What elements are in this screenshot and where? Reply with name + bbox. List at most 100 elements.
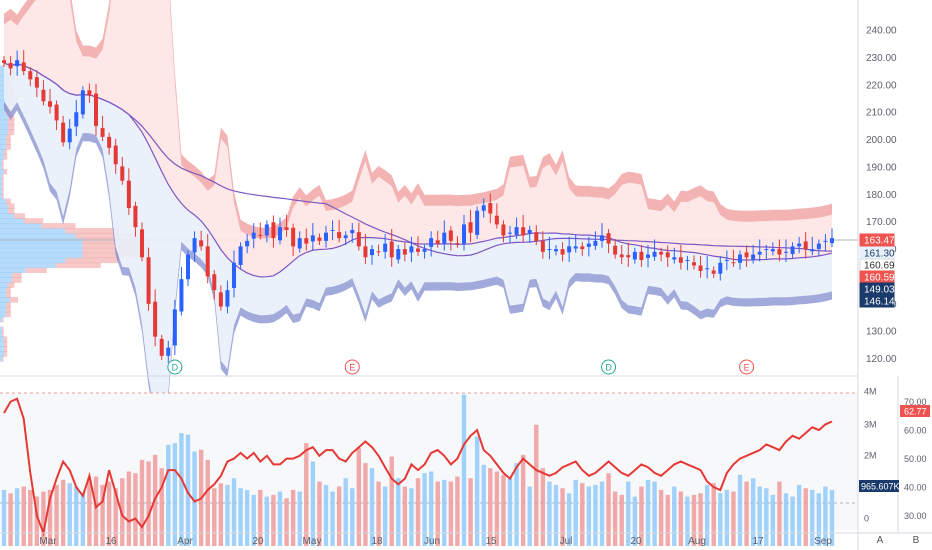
volume-profile-bar-up: [0, 193, 2, 200]
time-tick-label: Jul: [560, 536, 573, 547]
volume-bar: [645, 479, 651, 546]
volume-bar: [304, 443, 309, 546]
candle-body: [593, 240, 598, 246]
candle-body: [724, 260, 729, 262]
candle-body: [107, 136, 112, 148]
price-badge-label: 160.59: [864, 273, 895, 284]
volume-profile-bar-down: [7, 129, 15, 136]
volume-bar: [428, 471, 434, 546]
volume-profile-bar-down: [5, 301, 11, 308]
candle-body: [126, 180, 131, 209]
volume-bar: [159, 468, 164, 546]
candle-body: [271, 222, 276, 239]
candle-body: [67, 128, 72, 143]
volume-bar: [323, 484, 329, 546]
candle-body: [514, 227, 519, 235]
candle-body: [521, 227, 526, 236]
volume-bar: [343, 478, 348, 546]
volume-bar: [54, 484, 59, 546]
volume-bar: [540, 468, 546, 546]
volume-bar: [1, 489, 7, 546]
candle-body: [48, 101, 52, 107]
candle-body: [488, 203, 493, 214]
volume-profile-bar-down: [5, 198, 11, 205]
volume-bar: [389, 456, 394, 546]
candle-body: [225, 290, 230, 307]
volume-bar: [409, 488, 414, 546]
volume-bar: [126, 471, 132, 546]
volume-profile-bar-up: [0, 213, 14, 219]
volume-profile-bar-down: [3, 341, 8, 347]
volume-bar: [212, 488, 217, 546]
price-tick-label: 220.00: [866, 80, 897, 91]
event-marker-label: D: [605, 363, 612, 373]
candle-body: [409, 246, 414, 253]
oscillator-series: [3, 397, 833, 537]
oscillator-axis[interactable]: 4M 3M 2M 0 70.00 60.00 50.00 40.00 30.00: [864, 387, 927, 524]
lower-band-fill: [4, 63, 832, 417]
volume-bar: [455, 476, 460, 546]
volume-profile-bar-up: [0, 154, 4, 160]
oscillator-tick-label: 30.00: [904, 511, 927, 521]
candle-body: [698, 265, 703, 271]
volume-profile-bar-up: [0, 311, 6, 318]
candle-body: [547, 249, 552, 251]
volume-bar: [704, 484, 710, 546]
candle-body: [810, 249, 815, 252]
price-tick-label: 230.00: [866, 53, 897, 64]
event-marker: [167, 359, 183, 375]
volume-bar: [67, 483, 72, 546]
candle-body: [179, 279, 184, 312]
time-tick-label: 15: [485, 536, 497, 547]
auto-scale-button[interactable]: A: [877, 535, 884, 546]
volume-profile-bar-up: [0, 163, 2, 170]
volume-profile-bar-down: [1, 159, 4, 165]
price-badge-label: 149.03: [864, 285, 895, 296]
volume-profile-bar-up: [0, 90, 8, 96]
auto-scale-label: A: [877, 535, 884, 546]
volume-bar: [698, 493, 703, 546]
candle-body: [310, 235, 315, 242]
volume-bar: [396, 478, 401, 546]
volume-profile-bar-down: [5, 139, 11, 145]
volume-bar: [744, 481, 749, 546]
candle-body: [41, 89, 46, 102]
volume-profile-bar-up: [0, 341, 4, 347]
event-marker: [344, 359, 360, 375]
volume-profile-bar-up: [0, 168, 4, 175]
candle-body: [199, 240, 204, 247]
candle-body: [245, 240, 250, 247]
volume-bar: [225, 484, 230, 546]
volume-profile-bar-up: [0, 188, 2, 195]
candle-body: [534, 232, 539, 241]
candle-body: [61, 122, 66, 143]
candle-body: [376, 251, 381, 253]
volume-profile-bar-up: [0, 247, 83, 254]
volume-profile-bar-down: [5, 292, 11, 298]
candle-body: [784, 251, 788, 253]
candle-body: [823, 240, 828, 242]
candle-body: [15, 60, 20, 67]
candle-body: [711, 270, 716, 274]
volume-profile-bar-down: [7, 119, 15, 126]
candle-body: [731, 262, 736, 264]
candle-body: [665, 252, 670, 258]
volume-bar: [100, 484, 105, 546]
time-tick-label: May: [303, 536, 322, 547]
volume-bar: [750, 478, 756, 546]
candle-body: [744, 252, 749, 258]
log-scale-button[interactable]: B: [913, 535, 920, 546]
candle-body: [462, 224, 466, 244]
time-axis[interactable]: Mar 16 Apr 20 May 18 Jun 15 Jul 20 Aug 17 Sep: [0, 532, 932, 547]
volume-profile-bar-up: [0, 306, 6, 313]
volume-profile-bar-up: [0, 99, 8, 106]
volume-bar: [823, 486, 828, 546]
price-badge-label: 163.47: [864, 236, 895, 247]
time-tick-label: 20: [252, 536, 264, 547]
volume-profile-bar-up: [0, 237, 83, 244]
volume-tick-label: 0: [864, 514, 869, 524]
price-tick-label: 120.00: [866, 354, 897, 365]
time-tick-label: Jun: [424, 536, 440, 547]
volume-profile-bar-down: [7, 208, 15, 214]
